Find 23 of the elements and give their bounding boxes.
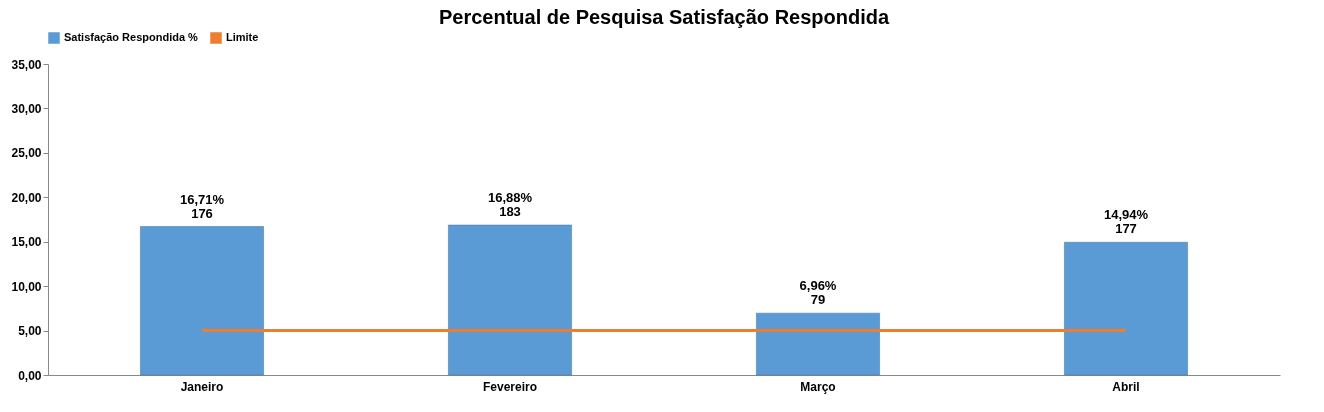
y-tick-label: 0,00 xyxy=(18,368,42,383)
y-tick-label: 5,00 xyxy=(18,324,42,339)
y-tick-label: 25,00 xyxy=(11,146,42,161)
y-tick-label: 20,00 xyxy=(11,190,42,205)
data-label: 16,88% 183 xyxy=(487,190,533,220)
bar xyxy=(140,226,264,376)
bar xyxy=(756,312,880,376)
bar xyxy=(448,224,572,376)
legend-label: Limite xyxy=(226,31,259,43)
data-label: 16,71% 176 xyxy=(179,191,225,221)
y-tick-label: 30,00 xyxy=(11,101,42,116)
x-tick-label: Abril xyxy=(1112,379,1140,394)
y-tick-label: 35,00 xyxy=(11,57,42,72)
bar xyxy=(1064,242,1188,376)
chart-title: Percentual de Pesquisa Satisfação Respondida xyxy=(438,6,890,28)
y-tick-label: 15,00 xyxy=(11,235,42,250)
x-tick-label: Janeiro xyxy=(180,379,224,394)
legend-label: Satisfação Respondida % xyxy=(64,31,199,43)
y-tick-label: 10,00 xyxy=(11,279,42,294)
x-tick-label: Março xyxy=(800,379,836,394)
x-tick-label: Fevereiro xyxy=(482,379,538,394)
data-label: 6,96% 79 xyxy=(799,278,837,308)
data-label: 14,94% 177 xyxy=(1103,207,1149,237)
